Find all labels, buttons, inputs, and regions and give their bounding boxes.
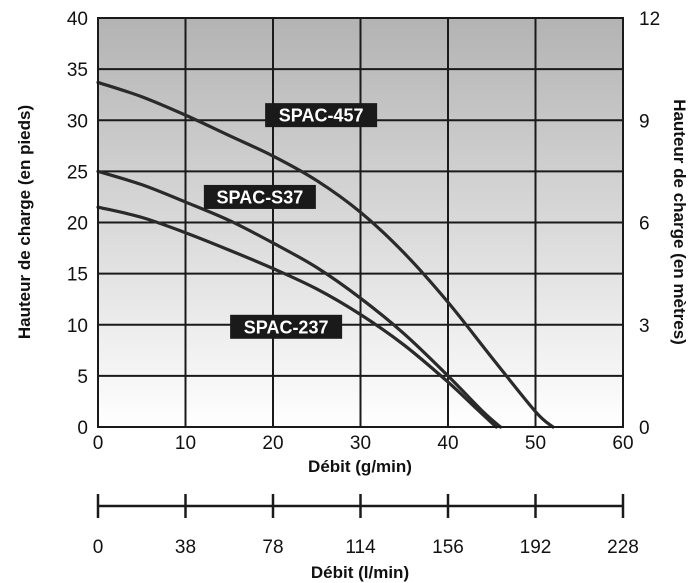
x2-tick-label-0: 0 (93, 537, 104, 558)
series-line-spac-s37 (96, 169, 503, 429)
curve-label-spac-s37: SPAC-S37 (203, 184, 316, 209)
x-tick-label-6: 60 (612, 433, 633, 454)
x-tick-label-3: 30 (350, 433, 371, 454)
x2-tick-label-1: 38 (175, 537, 196, 558)
y-tick-label-7: 35 (67, 60, 88, 81)
curve-label-box (203, 184, 316, 209)
y-tick-label-4: 20 (67, 214, 88, 235)
y-tick-label-2: 10 (67, 316, 88, 337)
y-tick-label-5: 25 (67, 162, 88, 183)
series-line-spac-457 (96, 80, 555, 429)
y-tick-label-1: 5 (77, 367, 88, 388)
x-tick-label-5: 50 (525, 433, 546, 454)
series-line-spac-237 (96, 205, 498, 429)
y-tick-label-3: 15 (67, 265, 88, 286)
curve-label-text: SPAC-S37 (217, 187, 304, 207)
y-axis-title: Hauteur de charge (en pieds) (15, 105, 34, 339)
y-tick-labels: 0 5 10 15 20 25 30 35 40 (67, 9, 88, 439)
secondary-x-axis (96, 494, 625, 518)
x-tick-label-0: 0 (93, 433, 104, 454)
x2-tick-labels: 0 38 78 114 156 192 228 (93, 537, 639, 558)
y2-tick-label-3: 9 (639, 111, 650, 132)
curve-label-box (265, 103, 378, 128)
x-tick-label-1: 10 (175, 433, 196, 454)
x2-axis-title: Débit (l/min) (311, 563, 409, 582)
x-axis-title: Débit (g/min) (308, 457, 412, 476)
curve-label-text: SPAC-457 (279, 106, 364, 126)
y2-tick-label-2: 6 (639, 214, 650, 235)
x-tick-label-2: 20 (262, 433, 283, 454)
curve-label-spac-457: SPAC-457 (265, 103, 378, 128)
y-tick-label-8: 40 (67, 9, 88, 30)
plot-frame (97, 17, 624, 428)
x2-tick-label-4: 156 (432, 537, 464, 558)
y2-tick-label-4: 12 (639, 9, 660, 30)
x2-tick-label-5: 192 (520, 537, 552, 558)
x2-tick-label-6: 228 (607, 537, 639, 558)
x-tick-label-4: 40 (437, 433, 458, 454)
y-tick-label-0: 0 (77, 418, 88, 439)
x2-tick-label-3: 114 (345, 537, 376, 558)
curve-label-box (230, 314, 343, 339)
curve-labels: SPAC-457 SPAC-S37 SPAC-237 (203, 103, 378, 339)
y2-tick-label-0: 0 (639, 418, 650, 439)
x2-tick-label-2: 78 (262, 537, 283, 558)
curves (96, 80, 555, 429)
y-tick-label-6: 30 (67, 111, 88, 132)
y2-tick-label-1: 3 (639, 316, 650, 337)
y2-axis-title: Hauteur de charge (en mètres) (670, 99, 689, 345)
curve-label-text: SPAC-237 (244, 317, 329, 337)
curve-label-spac-237: SPAC-237 (230, 314, 343, 339)
y2-tick-labels: 0 3 6 9 12 (639, 9, 660, 439)
x-tick-labels: 0 10 20 30 40 50 60 (93, 433, 634, 454)
